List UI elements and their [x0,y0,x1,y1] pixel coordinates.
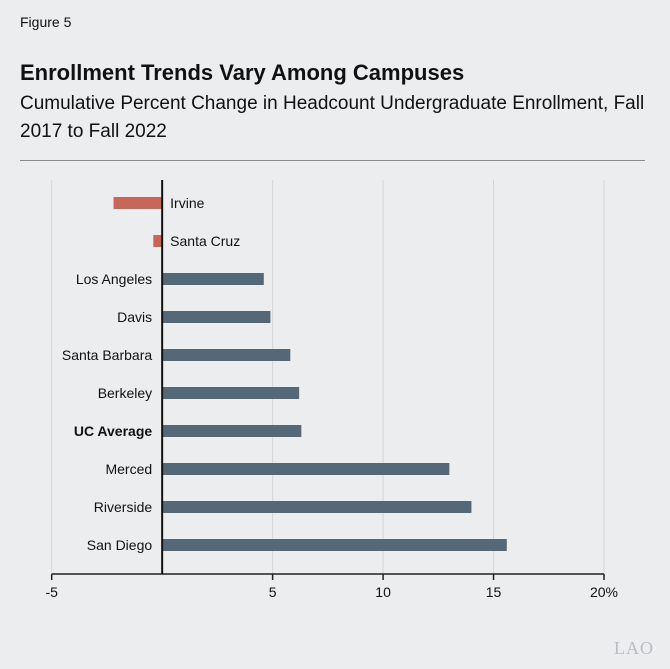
category-label: Davis [117,309,152,325]
divider [20,160,645,161]
bar-riverside [162,501,472,513]
lao-logo: LAO [614,638,654,658]
category-label: San Diego [87,537,153,553]
bar-uc-average [162,425,302,437]
bar-santa-cruz [153,235,163,247]
category-label: Merced [105,461,152,477]
x-tick-label: 20% [590,584,618,600]
bar-irvine [113,197,163,209]
category-label: UC Average [74,423,153,439]
category-label: Berkeley [98,385,152,401]
category-label: Santa Cruz [170,233,240,249]
figure-label: Figure 5 [20,14,72,30]
category-label: Santa Barbara [62,347,152,363]
bar-davis [162,311,271,323]
x-tick-label: 10 [375,584,391,600]
chart-title: Enrollment Trends Vary Among Campuses [20,60,465,85]
x-tick-label: 15 [486,584,502,600]
chart-subtitle: Cumulative Percent Change in Headcount U… [20,93,645,142]
bar-los-angeles [162,273,264,285]
bar-santa-barbara [162,349,291,361]
category-label: Irvine [170,195,204,211]
bar-berkeley [162,387,300,399]
category-label: Riverside [94,499,153,515]
bar-merced [162,463,450,475]
category-label: Los Angeles [76,271,152,287]
bar-san-diego [162,539,507,551]
x-tick-label: 5 [269,584,277,600]
x-tick-label: -5 [45,584,58,600]
